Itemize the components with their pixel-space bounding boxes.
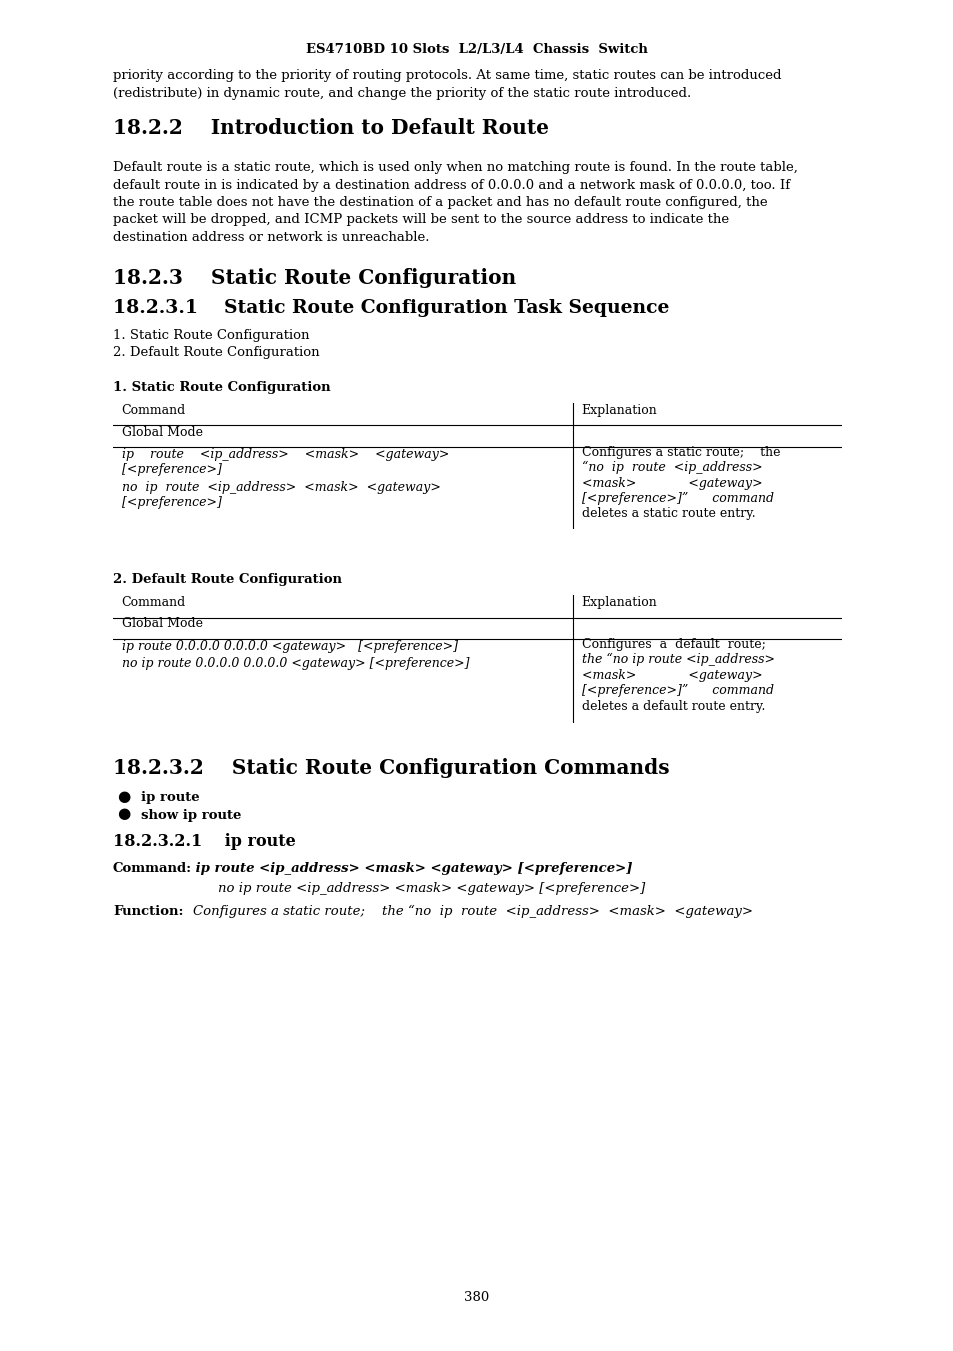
Text: deletes a default route entry.: deletes a default route entry. (581, 700, 764, 713)
Text: packet will be dropped, and ICMP packets will be sent to the source address to i: packet will be dropped, and ICMP packets… (112, 213, 728, 227)
Text: 18.2.2    Introduction to Default Route: 18.2.2 Introduction to Default Route (112, 118, 548, 138)
Text: Default route is a static route, which is used only when no matching route is fo: Default route is a static route, which i… (112, 161, 797, 174)
Text: <mask>             <gateway>: <mask> <gateway> (581, 669, 761, 682)
Text: ●: ● (117, 808, 131, 821)
Text: 1. Static Route Configuration: 1. Static Route Configuration (112, 381, 331, 394)
Text: ES4710BD 10 Slots  L2/L3/L4  Chassis  Switch: ES4710BD 10 Slots L2/L3/L4 Chassis Switc… (306, 43, 647, 55)
Text: Command:: Command: (112, 862, 192, 875)
Text: no ip route 0.0.0.0 0.0.0.0 <gateway> [<preference>]: no ip route 0.0.0.0 0.0.0.0 <gateway> [<… (122, 657, 469, 670)
Text: Configures a static route;    the “no  ip  route  <ip_address>  <mask>  <gateway: Configures a static route; the “no ip ro… (193, 905, 752, 917)
Text: 380: 380 (464, 1292, 489, 1304)
Text: the “no ip route <ip_address>: the “no ip route <ip_address> (581, 654, 774, 666)
Text: Global Mode: Global Mode (122, 617, 203, 630)
Text: no  ip  route  <ip_address>  <mask>  <gateway>: no ip route <ip_address> <mask> <gateway… (122, 481, 440, 494)
Text: default route in is indicated by a destination address of 0.0.0.0 and a network : default route in is indicated by a desti… (112, 178, 789, 192)
Text: Command: Command (122, 596, 186, 609)
Text: [<preference>]: [<preference>] (122, 463, 221, 476)
Text: ●: ● (117, 790, 131, 804)
Text: 18.2.3.1    Static Route Configuration Task Sequence: 18.2.3.1 Static Route Configuration Task… (112, 299, 669, 317)
Text: ip    route    <ip_address>    <mask>    <gateway>: ip route <ip_address> <mask> <gateway> (122, 449, 449, 461)
Text: 2. Default Route Configuration: 2. Default Route Configuration (112, 573, 341, 586)
Text: [<preference>]”      command: [<preference>]” command (581, 492, 773, 505)
Text: (redistribute) in dynamic route, and change the priority of the static route int: (redistribute) in dynamic route, and cha… (112, 86, 691, 100)
Text: 18.2.3.2.1    ip route: 18.2.3.2.1 ip route (112, 834, 295, 850)
Text: Global Mode: Global Mode (122, 426, 203, 439)
Text: ip route 0.0.0.0 0.0.0.0 <gateway>   [<preference>]: ip route 0.0.0.0 0.0.0.0 <gateway> [<pre… (122, 640, 457, 653)
Text: deletes a static route entry.: deletes a static route entry. (581, 508, 755, 520)
Text: priority according to the priority of routing protocols. At same time, static ro: priority according to the priority of ro… (112, 69, 781, 82)
Text: ip route <ip_address> <mask> <gateway> [<preference>]: ip route <ip_address> <mask> <gateway> [… (191, 862, 632, 875)
Text: <mask>             <gateway>: <mask> <gateway> (581, 477, 761, 489)
Text: ip route: ip route (141, 790, 199, 804)
Text: 18.2.3.2    Static Route Configuration Commands: 18.2.3.2 Static Route Configuration Comm… (112, 758, 669, 778)
Text: 2. Default Route Configuration: 2. Default Route Configuration (112, 346, 319, 359)
Text: Configures  a  default  route;: Configures a default route; (581, 638, 765, 651)
Text: [<preference>]”      command: [<preference>]” command (581, 685, 773, 697)
Text: the route table does not have the destination of a packet and has no default rou: the route table does not have the destin… (112, 196, 767, 209)
Text: 18.2.3    Static Route Configuration: 18.2.3 Static Route Configuration (112, 267, 516, 288)
Text: Function:: Function: (112, 905, 183, 917)
Text: Explanation: Explanation (581, 404, 657, 417)
Text: 1. Static Route Configuration: 1. Static Route Configuration (112, 330, 309, 342)
Text: destination address or network is unreachable.: destination address or network is unreac… (112, 231, 429, 245)
Text: [<preference>]: [<preference>] (122, 496, 221, 509)
Text: no ip route <ip_address> <mask> <gateway> [<preference>]: no ip route <ip_address> <mask> <gateway… (218, 882, 644, 894)
Text: Command: Command (122, 404, 186, 417)
Text: Explanation: Explanation (581, 596, 657, 609)
Text: show ip route: show ip route (141, 808, 241, 821)
Text: Configures a static route;    the: Configures a static route; the (581, 446, 780, 459)
Text: “no  ip  route  <ip_address>: “no ip route <ip_address> (581, 461, 761, 474)
